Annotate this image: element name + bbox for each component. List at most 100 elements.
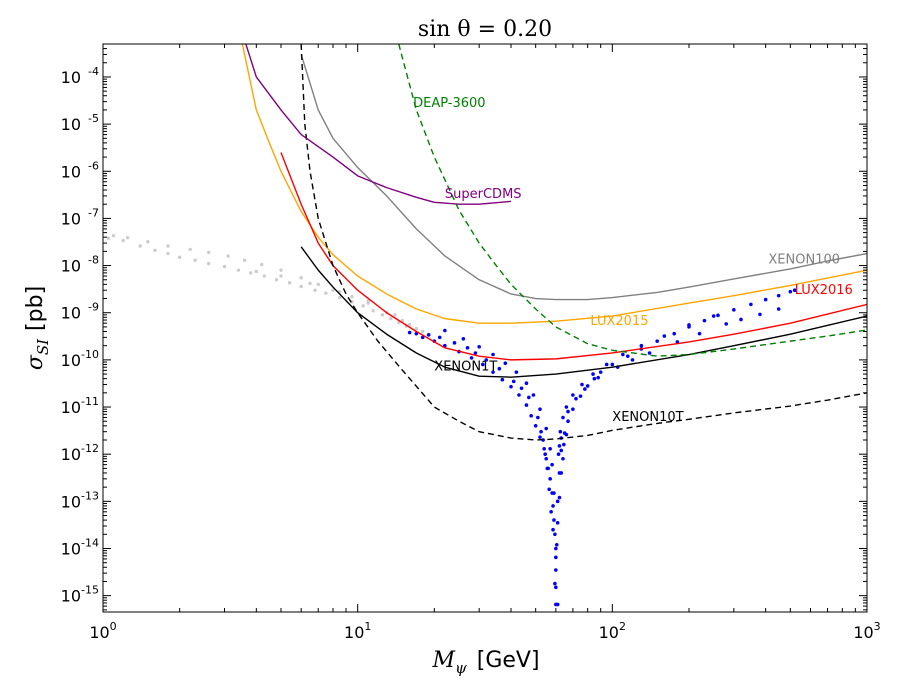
- y-tick-label: 10 -5: [61, 112, 99, 134]
- tick-exponent: -9: [88, 301, 99, 314]
- scatter-point-model-scan: [711, 314, 716, 318]
- scatter-point-model-scan: [500, 377, 505, 382]
- scatter-point-model-scan: [580, 382, 584, 387]
- scatter-point-model-scan: [503, 361, 508, 366]
- tick-base: 10: [344, 623, 364, 642]
- y-axis-title: σSI [pb]: [23, 286, 52, 370]
- tick-base: 10: [61, 351, 81, 370]
- scatter-point-model-scan: [538, 435, 542, 439]
- scatter-point-model-scan: [610, 362, 615, 367]
- scatter-point-model-scan: [491, 370, 495, 374]
- scatter-point-background-scan: [279, 274, 283, 278]
- scatter-point-model-scan: [621, 352, 625, 357]
- scatter-point-background-scan: [420, 329, 425, 334]
- series-line-xenon1t: [300, 246, 867, 378]
- y-tick-label: 10-11: [61, 395, 99, 417]
- scatter-point-model-scan: [529, 414, 533, 418]
- scatter-point-model-scan: [788, 289, 793, 294]
- scatter-point-background-scan: [166, 251, 170, 256]
- scatter-point-model-scan: [591, 372, 595, 376]
- scatter-point-model-scan: [533, 424, 538, 428]
- x-tick-label: 103: [853, 620, 880, 642]
- scatter-point-model-scan: [564, 405, 569, 409]
- x-tick-labels: 100 101 102 103: [89, 620, 880, 642]
- scatter-point-model-scan: [552, 491, 556, 495]
- x-tick-label: 100: [89, 620, 116, 642]
- tick-base: 10: [61, 162, 81, 181]
- scatter-point-model-scan: [548, 447, 552, 451]
- scatter-layer: [106, 234, 797, 607]
- scatter-point-model-scan: [758, 312, 762, 317]
- scatter-point-model-scan: [452, 341, 457, 345]
- scatter-point-background-scan: [313, 288, 317, 292]
- scatter-point-background-scan: [236, 268, 241, 272]
- scatter-point-background-scan: [407, 322, 412, 327]
- scatter-point-model-scan: [662, 334, 667, 338]
- tick-base: 10: [61, 209, 81, 228]
- scatter-point-model-scan: [547, 487, 551, 492]
- scatter-point-background-scan: [111, 234, 116, 238]
- tick-exponent: -10: [81, 348, 99, 361]
- scatter-point-model-scan: [461, 337, 466, 341]
- scatter-point-background-scan: [287, 281, 292, 285]
- scatter-point-model-scan: [574, 396, 578, 401]
- scatter-point-model-scan: [554, 568, 558, 572]
- scatter-point-background-scan: [248, 271, 253, 275]
- scatter-point-background-scan: [177, 255, 182, 259]
- scatter-point-model-scan: [555, 602, 560, 607]
- scatter-point-background-scan: [260, 262, 264, 267]
- scatter-point-model-scan: [517, 393, 521, 397]
- scatter-point-model-scan: [407, 330, 412, 335]
- scatter-point-model-scan: [551, 527, 555, 532]
- scatter-point-model-scan: [557, 444, 562, 448]
- scatter-point-background-scan: [193, 258, 197, 262]
- scatter-point-model-scan: [630, 358, 635, 362]
- scatter-point-model-scan: [549, 510, 553, 514]
- scatter-point-background-scan: [393, 313, 397, 317]
- scatter-point-model-scan: [672, 331, 677, 336]
- tick-base: 10: [61, 492, 81, 511]
- scatter-point-model-scan: [559, 448, 564, 453]
- y-tick-labels: 10-1510-1410-1310-1210-1110-1010-910-810…: [61, 65, 99, 606]
- scatter-point-model-scan: [571, 407, 575, 411]
- y-axis-unit: [pb]: [23, 286, 48, 331]
- scatter-point-model-scan: [539, 429, 543, 434]
- tick-exponent: 0: [110, 620, 117, 633]
- y-tick-label: 10-13: [61, 489, 99, 511]
- tick-base: 10: [61, 587, 81, 606]
- scatter-point-model-scan: [538, 407, 542, 411]
- scatter-point-model-scan: [639, 343, 644, 348]
- tick-layer: [102, 43, 868, 612]
- tick-base: 10: [853, 623, 873, 642]
- scatter-point-background-scan: [316, 282, 320, 287]
- tick-exponent: -11: [81, 395, 99, 408]
- scatter-point-background-scan: [226, 254, 230, 258]
- scatter-point-model-scan: [702, 318, 707, 323]
- scatter-point-model-scan: [509, 384, 513, 389]
- scatter-point-model-scan: [687, 323, 691, 327]
- scatter-point-model-scan: [543, 452, 547, 456]
- tick-exponent: -14: [81, 537, 99, 550]
- series-line-lux2016: [280, 152, 867, 361]
- scatter-point-model-scan: [469, 356, 474, 360]
- tick-base: 10: [61, 540, 81, 559]
- scatter-point-background-scan: [188, 247, 192, 252]
- scatter-point-model-scan: [578, 394, 583, 398]
- scatter-point-model-scan: [556, 452, 561, 456]
- series-label-lux2016: LUX2016: [795, 283, 853, 298]
- scatter-point-background-scan: [299, 276, 303, 280]
- x-axis-subscript: ψ: [455, 659, 467, 677]
- scatter-point-model-scan: [548, 477, 552, 481]
- scatter-point-model-scan: [792, 288, 797, 293]
- series-label-xenon10t: XENON10T: [612, 410, 683, 425]
- tick-base: 10: [61, 257, 81, 276]
- scatter-point-model-scan: [491, 352, 495, 357]
- chart-title: sin θ = 0.20: [418, 17, 552, 42]
- scatter-point-model-scan: [551, 504, 555, 508]
- series-line-xenon10t: [300, 44, 867, 441]
- scatter-point-model-scan: [554, 542, 559, 547]
- scatter-point-model-scan: [716, 313, 720, 318]
- y-axis-symbol: σ: [23, 354, 48, 370]
- tick-base: 10: [61, 398, 81, 417]
